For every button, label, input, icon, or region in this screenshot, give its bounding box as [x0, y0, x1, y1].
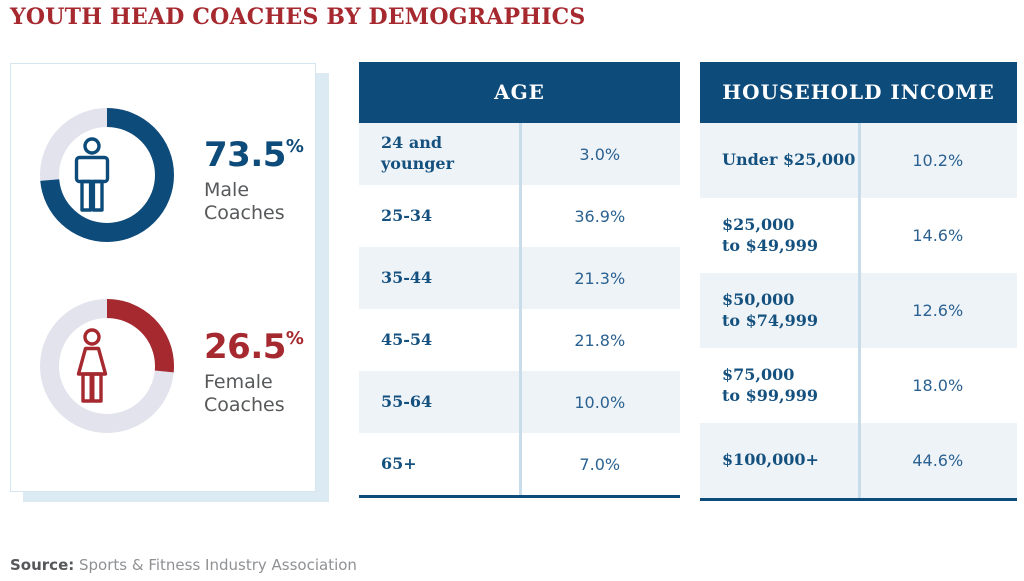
female-label: Female Coaches [204, 371, 285, 416]
age-table-rows: 24 and younger 3.0% 25-34 36.9% 35-44 21… [359, 123, 680, 495]
female-percent-value: 26.5% [204, 327, 304, 367]
female-donut-ring [40, 299, 174, 433]
female-stat: 26.5% Female Coaches [204, 330, 304, 417]
male-donut-ring [40, 108, 174, 242]
male-label: Male Coaches [204, 179, 285, 224]
row-value: 14.6% [912, 226, 964, 245]
percent-sign: % [285, 136, 304, 157]
row-value: 10.0% [574, 392, 626, 412]
row-label: $25,000 to $49,999 [722, 214, 818, 255]
source-label: Source: [10, 556, 75, 574]
table-row: 25-34 36.9% [359, 185, 680, 247]
percent-sign: % [285, 328, 304, 349]
female-person-icon [76, 328, 108, 403]
column-divider [857, 123, 861, 498]
row-value: 3.0% [579, 144, 621, 164]
row-label: 55-64 [381, 391, 433, 411]
table-row: 65+ 7.0% [359, 433, 680, 495]
household-income-table: HOUSEHOLD INCOME Under $25,000 10.2% $25… [700, 62, 1017, 501]
age-table: AGE 24 and younger 3.0% 25-34 36.9% 35-4… [359, 62, 680, 498]
row-label: 35-44 [381, 267, 433, 287]
row-value: 21.8% [574, 330, 626, 350]
row-label: $50,000 to $74,999 [722, 289, 818, 330]
row-label: $75,000 to $99,999 [722, 364, 818, 405]
row-value: 44.6% [912, 451, 964, 470]
row-value: 7.0% [579, 454, 621, 474]
row-label: 65+ [381, 453, 417, 473]
source-note: Source: Sports & Fitness Industry Associ… [10, 556, 357, 574]
row-value: 12.6% [912, 301, 964, 320]
male-donut-chart [40, 108, 174, 242]
male-percent-value: 73.5% [204, 135, 304, 175]
source-text: Sports & Fitness Industry Association [74, 556, 357, 574]
male-donut-arc [40, 108, 174, 242]
row-label: $100,000+ [722, 450, 819, 470]
income-table-header: HOUSEHOLD INCOME [700, 62, 1017, 123]
row-value: 21.3% [574, 268, 626, 288]
row-label: 45-54 [381, 329, 433, 349]
income-table-rows: Under $25,000 10.2% $25,000 to $49,999 1… [700, 123, 1017, 498]
male-person-icon [74, 137, 110, 212]
gender-card: 73.5% Male Coaches 26.5% Female Coaches [10, 63, 316, 492]
column-divider [518, 123, 522, 495]
female-donut-chart [40, 299, 174, 433]
table-bottom-border [700, 498, 1017, 501]
table-row: 45-54 21.8% [359, 309, 680, 371]
row-label: 24 and younger [381, 133, 455, 173]
row-label: 25-34 [381, 205, 433, 225]
table-row: $25,000 to $49,999 14.6% [700, 198, 1017, 273]
table-bottom-border [359, 495, 680, 498]
table-row: $75,000 to $99,999 18.0% [700, 348, 1017, 423]
row-label: Under $25,000 [722, 150, 856, 170]
row-value: 10.2% [912, 151, 964, 170]
female-donut-arc [40, 299, 174, 433]
row-value: 36.9% [574, 206, 626, 226]
male-stat: 73.5% Male Coaches [204, 138, 304, 225]
page-title: YOUTH HEAD COACHES BY DEMOGRAPHICS [10, 4, 586, 30]
age-table-header: AGE [359, 62, 680, 123]
row-value: 18.0% [912, 376, 964, 395]
